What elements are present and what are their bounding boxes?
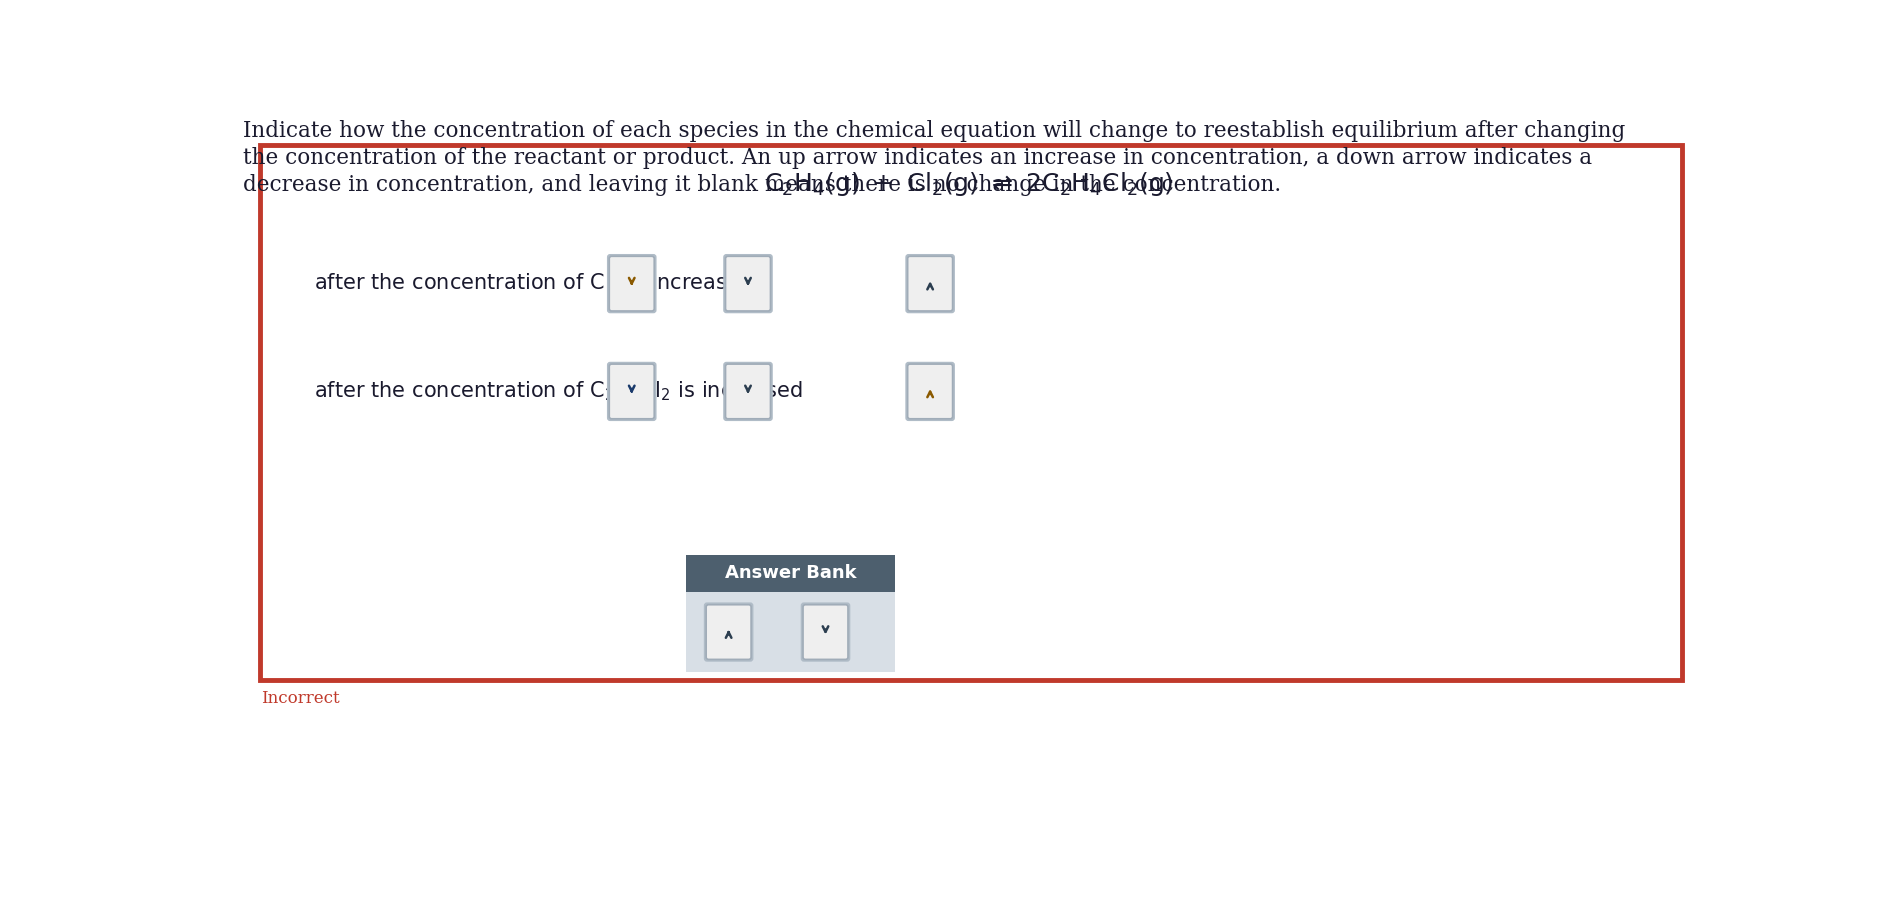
Bar — [687, 555, 895, 591]
FancyBboxPatch shape — [609, 257, 655, 311]
FancyBboxPatch shape — [906, 254, 955, 313]
FancyBboxPatch shape — [609, 364, 655, 419]
Text: the concentration of the reactant or product. An up arrow indicates an increase : the concentration of the reactant or pro… — [242, 147, 1591, 169]
FancyBboxPatch shape — [723, 362, 772, 421]
FancyBboxPatch shape — [607, 362, 657, 421]
Text: $\mathregular{after\ the\ concentration\ of\ Cl_2\ is\ increased}$: $\mathregular{after\ the\ concentration\… — [314, 272, 753, 296]
Bar — [687, 591, 895, 672]
FancyBboxPatch shape — [906, 362, 955, 421]
Text: Indicate how the concentration of each species in the chemical equation will cha: Indicate how the concentration of each s… — [242, 120, 1625, 141]
FancyBboxPatch shape — [908, 364, 952, 419]
FancyBboxPatch shape — [908, 257, 952, 311]
Bar — [259, 145, 1682, 680]
FancyBboxPatch shape — [725, 257, 770, 311]
FancyBboxPatch shape — [706, 605, 751, 659]
Text: $\mathregular{after\ the\ concentration\ of\ C_2H_4Cl_2\ is\ increased}$: $\mathregular{after\ the\ concentration\… — [314, 380, 802, 404]
FancyBboxPatch shape — [802, 605, 848, 659]
Text: $\mathregular{C_2H_4(g)\ +\ Cl_2(g)\ \rightleftharpoons\ 2C_2H_4Cl_2(g)}$: $\mathregular{C_2H_4(g)\ +\ Cl_2(g)\ \ri… — [764, 170, 1173, 198]
FancyBboxPatch shape — [723, 254, 772, 313]
FancyBboxPatch shape — [704, 602, 753, 662]
Text: decrease in concentration, and leaving it blank means there is no change in the : decrease in concentration, and leaving i… — [242, 173, 1281, 196]
FancyBboxPatch shape — [725, 364, 770, 419]
FancyBboxPatch shape — [607, 254, 657, 313]
FancyBboxPatch shape — [800, 602, 850, 662]
Text: Answer Bank: Answer Bank — [725, 564, 857, 582]
Text: Incorrect: Incorrect — [261, 690, 341, 707]
